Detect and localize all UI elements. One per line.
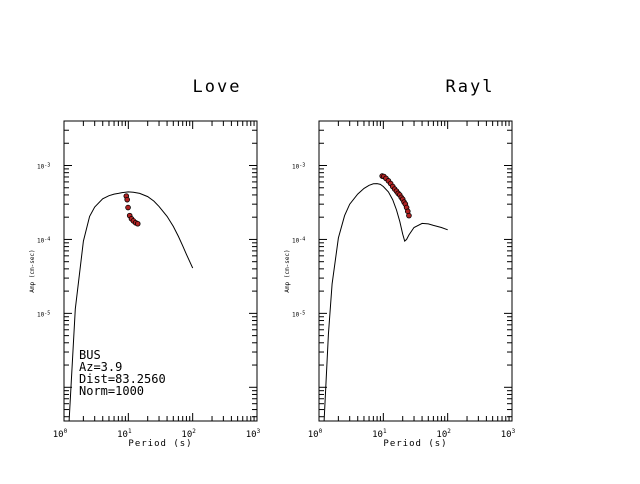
x-tick-exponent: 2: [192, 428, 196, 435]
observed-point: [134, 220, 141, 227]
y-tick-base: 10: [37, 164, 45, 171]
x-tick-exponent: 3: [512, 428, 516, 435]
x-tick-exponent: 1: [383, 428, 387, 435]
y-tick-exponent: -5: [44, 310, 50, 316]
observed-point: [124, 196, 130, 203]
x-tick-base: 10: [53, 430, 64, 440]
chart-title: Love: [193, 77, 242, 97]
x-tick-base: 10: [372, 430, 383, 440]
x-tick-base: 10: [181, 430, 192, 440]
x-tick-exponent: 3: [257, 428, 261, 435]
x-tick-label: 101: [117, 428, 132, 440]
y-tick-label: 10-5: [292, 310, 305, 318]
x-tick-base: 10: [117, 430, 128, 440]
x-axis-label: Period (s): [383, 439, 447, 449]
x-tick-base: 10: [308, 430, 319, 440]
y-tick-label: 10-3: [292, 163, 305, 171]
y-tick-exponent: -3: [44, 163, 50, 169]
y-axis-label: Amp (cm-sec): [29, 249, 36, 292]
y-tick-label: 10-5: [37, 310, 50, 318]
x-tick-label: 103: [246, 428, 261, 440]
y-tick-base: 10: [292, 311, 300, 318]
y-axis-label: Amp (cm-sec): [284, 249, 291, 292]
annotation-line: BUS: [79, 348, 101, 362]
theoretical-curve: [68, 191, 194, 422]
y-tick-exponent: -4: [44, 236, 50, 242]
x-tick-label: 100: [53, 428, 68, 440]
chart-title: Rayl: [446, 77, 495, 97]
x-tick-label: 103: [501, 428, 516, 440]
y-tick-label: 10-4: [292, 236, 305, 244]
y-tick-exponent: -4: [299, 236, 305, 242]
annotation-line: Az=3.9: [79, 360, 122, 374]
y-tick-label: 10-3: [37, 163, 50, 171]
annotation-line: Norm=1000: [79, 384, 144, 398]
x-tick-label: 100: [308, 428, 323, 440]
plot-frame: [63, 120, 258, 422]
x-tick-base: 10: [246, 430, 257, 440]
x-tick-label: 102: [436, 428, 451, 440]
y-tick-base: 10: [292, 237, 300, 244]
x-tick-label: 101: [372, 428, 387, 440]
annotation-line: Dist=83.2560: [79, 372, 166, 386]
x-tick-exponent: 1: [128, 428, 132, 435]
x-axis-label: Period (s): [128, 439, 192, 449]
y-tick-base: 10: [292, 164, 300, 171]
x-tick-base: 10: [501, 430, 512, 440]
y-tick-base: 10: [37, 237, 45, 244]
x-tick-exponent: 0: [64, 428, 68, 435]
y-tick-exponent: -5: [299, 310, 305, 316]
x-tick-exponent: 2: [447, 428, 451, 435]
observed-point: [125, 204, 131, 211]
theoretical-curve: [323, 183, 448, 422]
plot-frame: [318, 120, 513, 422]
observed-point: [406, 212, 412, 219]
x-tick-base: 10: [436, 430, 447, 440]
x-tick-label: 102: [181, 428, 196, 440]
y-tick-base: 10: [37, 311, 45, 318]
y-tick-exponent: -3: [299, 163, 305, 169]
y-tick-label: 10-4: [37, 236, 50, 244]
x-tick-exponent: 0: [319, 428, 323, 435]
